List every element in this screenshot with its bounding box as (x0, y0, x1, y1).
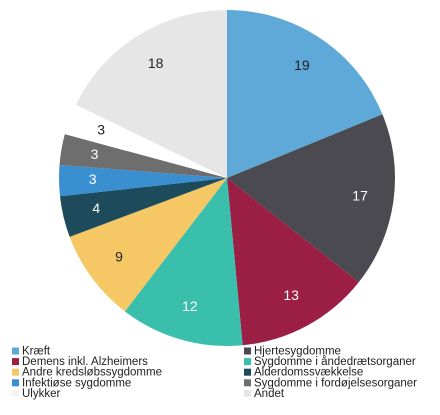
legend-label: Andet (254, 388, 285, 400)
legend-swatch (244, 379, 251, 387)
legend-swatch (244, 358, 251, 366)
pie-slice (227, 114, 396, 283)
slice-label: 4 (92, 200, 100, 216)
pie-slice (124, 178, 243, 347)
legend-swatch (244, 368, 251, 376)
legend-label: Infektiøse sygdomme (22, 377, 131, 389)
pie-slice (227, 178, 359, 346)
pie-slice (59, 178, 228, 237)
legend-swatch (12, 389, 19, 397)
legend-label: Kræft (22, 346, 51, 358)
pie-slice (227, 10, 383, 178)
legend-label: Demens inkl. Alzheimers (22, 356, 148, 368)
pie-slice (69, 178, 227, 312)
slice-label: 3 (91, 146, 99, 162)
legend-swatch (12, 347, 19, 355)
legend-swatch (244, 347, 251, 355)
legend-swatch (12, 358, 19, 366)
pie-slice (58, 164, 227, 197)
pie-slice (59, 134, 227, 178)
legend-label: Sygdomme i fordøjelsesorganer (254, 377, 417, 389)
slice-label: 19 (294, 57, 310, 73)
slice-label: 18 (148, 55, 164, 71)
slice-label: 3 (97, 122, 105, 138)
pie-slice (64, 104, 228, 178)
slice-label: 12 (182, 298, 198, 314)
legend-label: Hjertesygdomme (254, 346, 341, 358)
legend-swatch (244, 389, 251, 397)
slice-label: 17 (352, 187, 368, 203)
legend-swatch (12, 379, 19, 387)
legend-label: Sygdomme i åndedrætsorganer (254, 356, 416, 368)
slice-label: 9 (115, 249, 123, 265)
slice-label: 13 (283, 287, 299, 303)
legend-swatch (12, 368, 19, 376)
slice-label: 3 (89, 171, 97, 187)
legend-label: Alderdomssvækkelse (254, 367, 363, 379)
pie-slice (75, 10, 227, 178)
legend-label: Ulykker (22, 388, 61, 400)
legend-label: Andre kredsløbssygdomme (22, 367, 162, 379)
